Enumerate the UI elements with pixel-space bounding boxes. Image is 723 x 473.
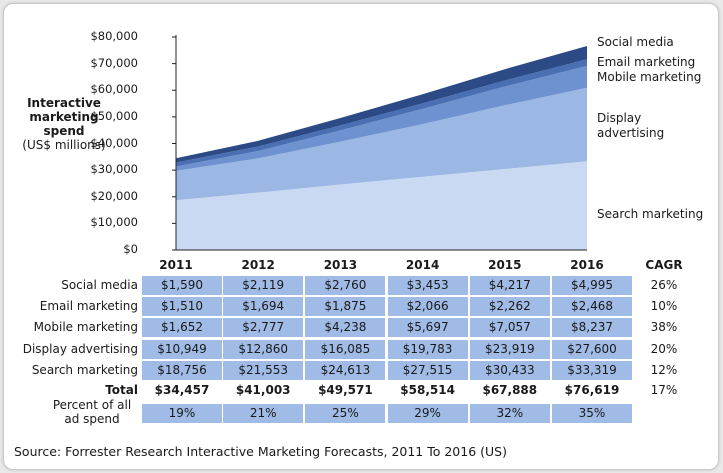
table-cell: $8,237 [552, 318, 632, 337]
cagr-value: 17% [650, 383, 678, 397]
percent-cell: 21% [223, 404, 304, 423]
label-social-media: Social media [597, 35, 674, 49]
table-cell: $12,860 [223, 340, 304, 359]
y-axis-unit: (US$ millions) [22, 138, 106, 152]
area-chart [172, 35, 587, 251]
table-cell: $2,777 [223, 318, 304, 337]
year-label: 2015 [488, 258, 522, 272]
area-mobile-marketing [176, 65, 587, 171]
percent-label-line1: Percent of all [52, 398, 132, 412]
y-tick-label: $30,000 [90, 162, 138, 177]
table-cell: $18,756 [142, 361, 222, 380]
row-label: Mobile marketing [33, 320, 138, 334]
table-cell: $30,433 [469, 361, 550, 380]
table-cell: $23,919 [469, 340, 550, 359]
table-cell: $21,553 [223, 361, 304, 380]
table-cell: $1,875 [305, 297, 386, 316]
percent-cell: 32% [469, 404, 550, 423]
year-label: 2011 [159, 258, 193, 272]
table-cell: $1,510 [142, 297, 222, 316]
table-cell: $27,515 [387, 361, 468, 380]
percent-cell: 19% [142, 404, 222, 423]
label-display-line2: advertising [597, 126, 665, 140]
area-social-media [176, 46, 587, 163]
cagr-value: 12% [650, 363, 678, 377]
y-axis-title: Interactive marketing spend (US$ million… [14, 96, 114, 152]
table-cell: $34,457 [154, 383, 210, 397]
table-cell: $2,468 [552, 297, 632, 316]
table-cell: $4,995 [552, 276, 632, 295]
source-note: Source: Forrester Research Interactive M… [14, 444, 507, 459]
table-cell: $1,694 [223, 297, 304, 316]
chart-frame: Interactive marketing spend (US$ million… [3, 3, 719, 470]
cagr-value: 10% [650, 299, 678, 313]
table-cell: $2,119 [223, 276, 304, 295]
y-tick-label: $0 [123, 242, 138, 256]
y-tick-label: $10,000 [90, 215, 138, 230]
cagr-header: CAGR [645, 258, 683, 272]
y-tick-label: $80,000 [90, 29, 138, 43]
table-cell: $2,262 [469, 297, 550, 316]
y-tick-label: $70,000 [90, 55, 138, 70]
percent-cell: 35% [552, 404, 632, 423]
table-cell: $49,571 [318, 383, 373, 397]
percent-label-line2: ad spend [64, 412, 120, 426]
table-cell: $7,057 [469, 318, 550, 337]
row-label: Search marketing [31, 363, 138, 377]
area-search-marketing [176, 161, 587, 250]
percent-cell: 29% [387, 404, 468, 423]
row-label: Display advertising [22, 342, 138, 356]
row-label: Social media [61, 278, 138, 292]
percent-cell: 25% [305, 404, 386, 423]
area-display-advertising [176, 87, 587, 201]
table-cell: $5,697 [387, 318, 468, 337]
table-cell: $2,066 [387, 297, 468, 316]
year-label: 2013 [323, 258, 358, 272]
percent-row-label: Percent of all ad spend [42, 398, 142, 426]
cagr-value: 20% [650, 342, 678, 356]
label-display-line1: Display [597, 111, 642, 125]
year-label: 2014 [405, 258, 440, 272]
table-cell: $10,949 [142, 340, 222, 359]
y-tick-label: $60,000 [90, 82, 138, 97]
label-search-marketing: Search marketing [597, 207, 704, 221]
table-cell: $16,085 [305, 340, 386, 359]
label-email-marketing: Email marketing [597, 55, 696, 69]
table-cell: $27,600 [552, 340, 632, 359]
y-tick-label: $40,000 [90, 135, 138, 150]
y-tick-label: $50,000 [90, 108, 138, 123]
table-cell: $1,652 [142, 318, 222, 337]
table-cell: $1,590 [142, 276, 222, 295]
cagr-value: 26% [650, 278, 678, 292]
y-axis-title-text: Interactive marketing spend [27, 96, 101, 138]
row-label: Total [105, 383, 138, 397]
table-cell: $33,319 [552, 361, 632, 380]
row-label: Email marketing [39, 299, 138, 313]
label-display-advertising: Display advertising [597, 111, 664, 141]
table-cell: $4,217 [469, 276, 550, 295]
year-label: 2012 [241, 258, 275, 272]
table-cell: $41,003 [235, 383, 291, 397]
table-cell: $3,453 [387, 276, 468, 295]
table-cell: $24,613 [305, 361, 386, 380]
y-tick-label: $20,000 [90, 188, 138, 203]
table-cell: $4,238 [305, 318, 386, 337]
table-cell: $67,888 [482, 383, 538, 397]
table-cell: $19,783 [387, 340, 468, 359]
label-mobile-marketing: Mobile marketing [597, 70, 702, 84]
area-email-marketing [176, 59, 587, 167]
year-label: 2016 [570, 258, 604, 272]
table-cell: $58,514 [400, 383, 455, 397]
cagr-value: 38% [650, 320, 678, 334]
table-cell: $2,760 [305, 276, 386, 295]
table-cell: $76,619 [564, 383, 620, 397]
